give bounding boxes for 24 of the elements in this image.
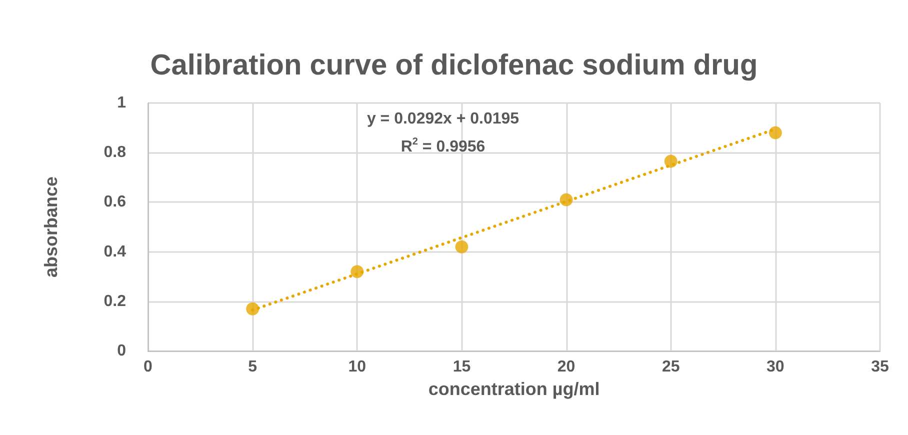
point (350, 265, 364, 278)
point (768, 126, 782, 140)
x-axis-title: concentration µg/ml (428, 378, 600, 399)
y-tick-label: 0.2 (104, 292, 126, 310)
y-tick-label: 0 (117, 342, 126, 360)
x-tick-label: 20 (557, 358, 576, 376)
y-tick-label: 0.8 (104, 144, 126, 162)
x-tick-label: 5 (248, 358, 258, 376)
x-tick-label: 25 (662, 358, 680, 376)
chart-title: Calibration curve of diclofenac sodium drug (150, 50, 758, 82)
x-tick-label: 35 (871, 358, 889, 376)
x-tick-label: 30 (766, 358, 784, 376)
point (246, 302, 260, 316)
y-tick-label: 0.6 (104, 194, 126, 211)
x-tick-label: 15 (452, 358, 471, 376)
x-tick-label: 10 (348, 358, 366, 376)
y-tick-label: 0.4 (104, 243, 126, 260)
point (560, 193, 573, 206)
annotation: y = 0.0292x + 0.0195 (366, 110, 520, 128)
x-tick-label: 0 (144, 358, 153, 376)
y-axis-title: absorbance (41, 176, 61, 278)
point (455, 240, 468, 254)
y-tick-label: 1 (117, 94, 126, 112)
point (664, 154, 678, 168)
